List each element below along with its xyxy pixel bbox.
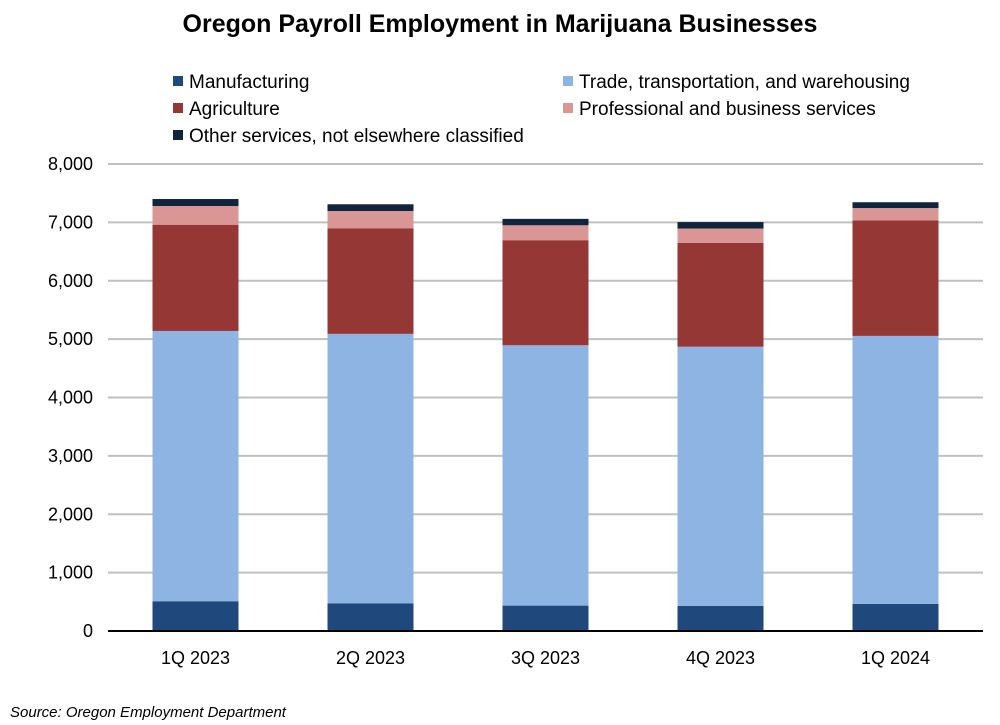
y-tick-label: 0 — [83, 621, 93, 641]
bar-segment-1 — [852, 335, 939, 604]
bar-segment-2 — [677, 242, 764, 347]
legend-label: Professional and business services — [579, 99, 876, 120]
bar-segment-4 — [502, 218, 589, 226]
bar-segment-4 — [677, 222, 764, 229]
bar-segment-0 — [502, 605, 589, 631]
bar-segment-3 — [852, 208, 939, 221]
y-tick-label: 2,000 — [48, 504, 93, 524]
bar-segment-1 — [327, 333, 414, 604]
y-tick-label: 4,000 — [48, 388, 93, 408]
legend-swatch — [173, 76, 183, 86]
bar-segment-2 — [327, 228, 414, 334]
legend-label: Other services, not elsewhere classified — [189, 126, 524, 147]
y-tick-label: 1,000 — [48, 563, 93, 583]
chart-title: Oregon Payroll Employment in Marijuana B… — [182, 10, 818, 38]
bar-segment-2 — [852, 220, 939, 336]
bar-segment-0 — [852, 603, 939, 631]
legend-swatch — [173, 130, 183, 140]
bar-segment-3 — [677, 228, 764, 243]
bar-segment-1 — [677, 346, 764, 606]
y-tick-label: 6,000 — [48, 271, 93, 291]
legend-label: Manufacturing — [189, 72, 309, 93]
bar-segment-3 — [327, 210, 414, 229]
legend-label: Agriculture — [189, 99, 280, 120]
bar-segment-1 — [502, 345, 589, 606]
y-tick-label: 3,000 — [48, 446, 93, 466]
y-tick-label: 5,000 — [48, 329, 93, 349]
bar-segment-0 — [677, 605, 764, 631]
y-tick-label: 8,000 — [48, 154, 93, 174]
y-tick-label: 7,000 — [48, 212, 93, 232]
x-tick-label: 1Q 2023 — [161, 648, 230, 668]
bar-segment-2 — [152, 224, 239, 331]
bar-segment-3 — [152, 206, 239, 225]
bar-segment-0 — [152, 601, 239, 631]
bar-segment-4 — [852, 202, 939, 209]
bar-segment-4 — [327, 204, 414, 211]
x-tick-label: 3Q 2023 — [511, 648, 580, 668]
legend-swatch — [563, 76, 573, 86]
legend-label: Trade, transportation, and warehousing — [579, 72, 910, 93]
legend-swatch — [173, 103, 183, 113]
bar-segment-1 — [152, 330, 239, 602]
x-tick-label: 1Q 2024 — [861, 648, 930, 668]
bar-segment-2 — [502, 240, 589, 346]
source-note: Source: Oregon Employment Department — [10, 704, 286, 721]
x-tick-label: 4Q 2023 — [686, 648, 755, 668]
x-tick-label: 2Q 2023 — [336, 648, 405, 668]
legend-swatch — [563, 103, 573, 113]
bar-segment-3 — [502, 225, 589, 241]
bar-segment-0 — [327, 603, 414, 631]
bar-segment-4 — [152, 199, 239, 207]
